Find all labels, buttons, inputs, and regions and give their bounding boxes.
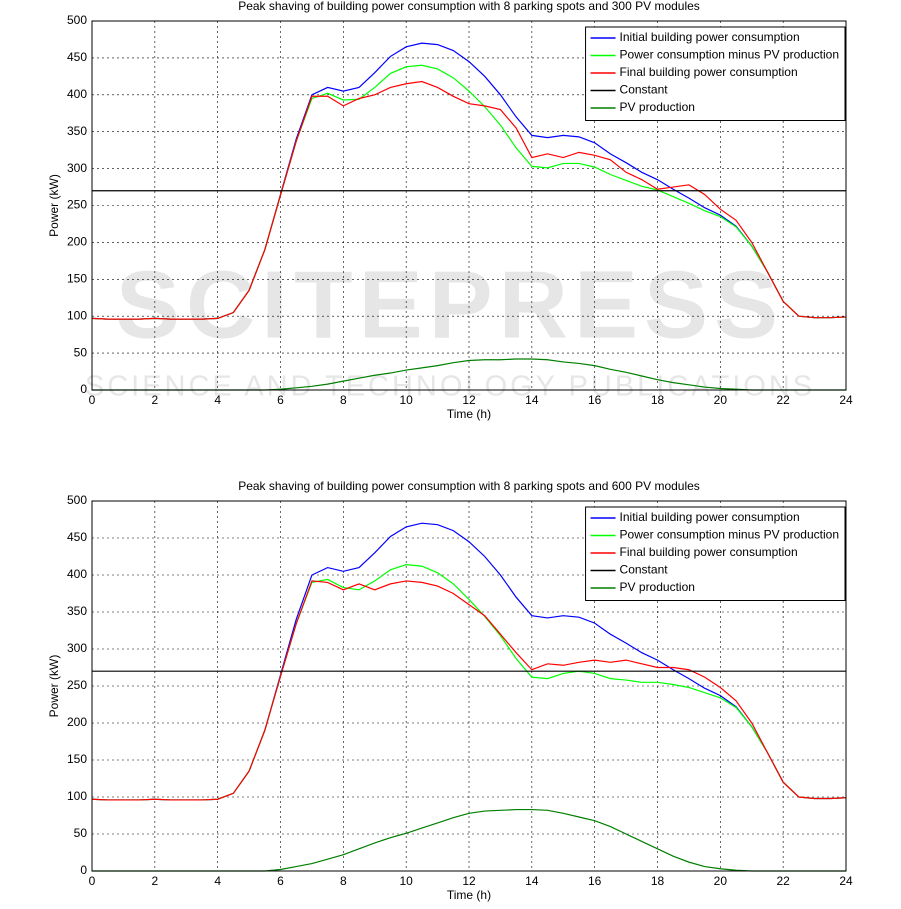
- x-tick-label: 12: [462, 393, 476, 407]
- x-tick-label: 22: [776, 874, 790, 888]
- x-tick-label: 8: [340, 393, 347, 407]
- x-tick-label: 18: [651, 393, 665, 407]
- data-line: [91, 580, 847, 801]
- y-tick-label: 250: [67, 198, 87, 212]
- x-axis-label: Time (h): [447, 888, 491, 902]
- x-tick-label: 20: [714, 393, 728, 407]
- y-tick-label: 350: [67, 124, 87, 138]
- x-tick-label: 16: [588, 393, 602, 407]
- y-tick-label: 450: [67, 530, 87, 544]
- y-tick-label: 500: [67, 493, 87, 507]
- y-tick-label: 150: [67, 271, 87, 285]
- axes-frame: [91, 20, 847, 391]
- y-tick-label: 100: [67, 308, 87, 322]
- x-tick-label: 6: [277, 874, 284, 888]
- legend-label: PV production: [620, 100, 695, 114]
- y-tick-label: 150: [67, 752, 87, 766]
- watermark-subtitle: SCIENCE AND TECHNOLOGY PUBLICATIONS: [85, 371, 815, 403]
- y-tick-label: 450: [67, 50, 87, 64]
- x-tick-label: 14: [525, 393, 539, 407]
- legend-label: Final building power consumption: [620, 65, 798, 79]
- legend-label: Initial building power consumption: [620, 510, 800, 524]
- y-axis-label: Power (kW): [47, 174, 61, 237]
- legend-box: [585, 26, 846, 121]
- x-tick-label: 0: [89, 874, 96, 888]
- y-axis-label: Power (kW): [47, 655, 61, 718]
- x-tick-label: 2: [151, 874, 158, 888]
- legend-label: Constant: [620, 83, 669, 97]
- legend-label: Power consumption minus PV production: [620, 528, 839, 542]
- x-tick-label: 22: [776, 393, 790, 407]
- legend-label: PV production: [620, 580, 695, 594]
- y-tick-label: 50: [74, 826, 88, 840]
- y-tick-label: 400: [67, 87, 87, 101]
- watermark: SCITEPRESS: [116, 251, 784, 358]
- x-tick-label: 14: [525, 874, 539, 888]
- x-tick-label: 10: [399, 393, 413, 407]
- y-tick-label: 300: [67, 641, 87, 655]
- y-tick-label: 50: [74, 345, 88, 359]
- y-tick-label: 350: [67, 604, 87, 618]
- y-tick-label: 200: [67, 235, 87, 249]
- axes-frame: [91, 500, 847, 872]
- x-tick-label: 8: [340, 874, 347, 888]
- x-tick-label: 24: [839, 393, 853, 407]
- x-tick-label: 18: [651, 874, 665, 888]
- y-tick-label: 400: [67, 567, 87, 581]
- legend-label: Constant: [620, 563, 669, 577]
- x-tick-label: 6: [277, 393, 284, 407]
- x-tick-label: 4: [214, 874, 221, 888]
- chart-title: Peak shaving of building power consumpti…: [238, 0, 700, 13]
- y-tick-label: 500: [67, 13, 87, 27]
- x-tick-label: 0: [89, 393, 96, 407]
- data-line: [91, 80, 847, 320]
- y-tick-label: 250: [67, 678, 87, 692]
- x-tick-label: 12: [462, 874, 476, 888]
- chart-title: Peak shaving of building power consumpti…: [238, 479, 700, 493]
- legend-box: [585, 506, 846, 601]
- legend-label: Final building power consumption: [620, 545, 798, 559]
- legend-label: Initial building power consumption: [620, 30, 800, 44]
- x-tick-label: 24: [839, 874, 853, 888]
- y-tick-label: 300: [67, 161, 87, 175]
- x-tick-label: 10: [399, 874, 413, 888]
- x-tick-label: 20: [714, 874, 728, 888]
- x-tick-label: 2: [151, 393, 158, 407]
- x-tick-label: 4: [214, 393, 221, 407]
- y-tick-label: 0: [80, 863, 87, 877]
- y-tick-label: 100: [67, 789, 87, 803]
- legend-label: Power consumption minus PV production: [620, 48, 839, 62]
- x-tick-label: 16: [588, 874, 602, 888]
- x-axis-label: Time (h): [447, 407, 491, 421]
- y-tick-label: 200: [67, 715, 87, 729]
- y-tick-label: 0: [80, 382, 87, 396]
